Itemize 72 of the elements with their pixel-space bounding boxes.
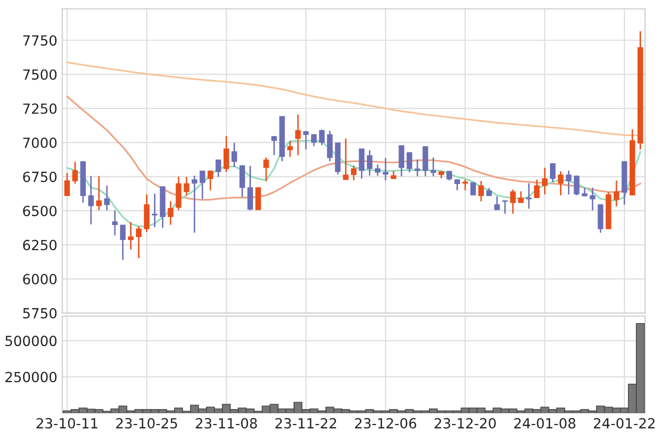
candlestick (614, 180, 620, 208)
candlestick (566, 170, 572, 196)
candlestick (319, 128, 325, 146)
candlestick (64, 172, 70, 197)
candlestick (224, 135, 230, 173)
candlestick (128, 221, 134, 250)
candlestick (112, 210, 118, 236)
candlestick (406, 152, 412, 173)
candlestick (152, 192, 158, 228)
x-tick-label: 23-12-06 (355, 418, 416, 429)
x-tick-label: 23-10-11 (36, 418, 98, 429)
candlestick (232, 142, 238, 168)
candlestick (414, 158, 420, 177)
candlestick (350, 164, 356, 182)
candlestick (120, 224, 126, 261)
candlestick (208, 170, 214, 191)
candlestick (462, 178, 468, 191)
y-tick-label: 7250 (23, 103, 57, 114)
candlestick (327, 130, 333, 162)
candlestick (96, 175, 102, 212)
y-tick-label: 7500 (23, 69, 57, 80)
candlestick (558, 170, 564, 196)
candlestick (271, 135, 277, 156)
candlestick (136, 225, 142, 259)
candlestick (398, 144, 404, 177)
y-tick-label: 6250 (23, 240, 57, 250)
candlestick (550, 162, 556, 183)
candlestick (430, 156, 436, 177)
candlestick (374, 164, 380, 176)
candlestick (494, 196, 500, 211)
candlestick (216, 158, 222, 178)
candlestick (72, 160, 78, 184)
candlestick (192, 174, 198, 234)
candlestick (263, 156, 269, 182)
candlestick (526, 182, 532, 210)
x-tick-label: 24-01-08 (514, 418, 576, 429)
candlestick (470, 182, 476, 196)
candlestick (366, 149, 372, 176)
candlestick (168, 200, 174, 226)
candlestick (184, 176, 190, 196)
candlestick (590, 186, 596, 212)
x-tick-label: 23-11-08 (196, 418, 257, 429)
candlestick (287, 140, 293, 158)
y-tick-label: 7000 (23, 138, 57, 148)
candlestick (295, 114, 301, 156)
candlestick (200, 170, 206, 200)
candlestick (382, 157, 388, 182)
candlestick (542, 167, 548, 196)
candlestick (239, 164, 246, 198)
candlestick (534, 178, 540, 199)
x-tick-label: 23-10-25 (116, 418, 178, 429)
candlestick (510, 188, 516, 214)
candlestick (247, 165, 253, 212)
x-tick-label: 23-12-20 (434, 418, 496, 429)
y-tick-label: 6750 (23, 172, 57, 182)
candlestick (104, 184, 110, 212)
y-tick-label: 6500 (23, 206, 57, 216)
candlestick (518, 190, 524, 204)
candlestick (311, 134, 317, 147)
candlestick (303, 130, 309, 150)
candlestick (342, 138, 349, 181)
candlestick (574, 174, 580, 196)
y-tick-label: 500000 (6, 336, 57, 346)
y-tick-label: 6000 (23, 274, 57, 284)
candlestick (478, 180, 484, 202)
candlestick (358, 148, 364, 180)
candlestick (88, 175, 94, 226)
x-tick-label: 23-11-22 (275, 418, 336, 429)
y-tick-label: 5750 (23, 308, 57, 318)
y-tick-label: 250000 (5, 372, 57, 382)
x-tick-label: 24-01-22 (594, 418, 655, 429)
y-tick-label: 7750 (23, 35, 57, 46)
